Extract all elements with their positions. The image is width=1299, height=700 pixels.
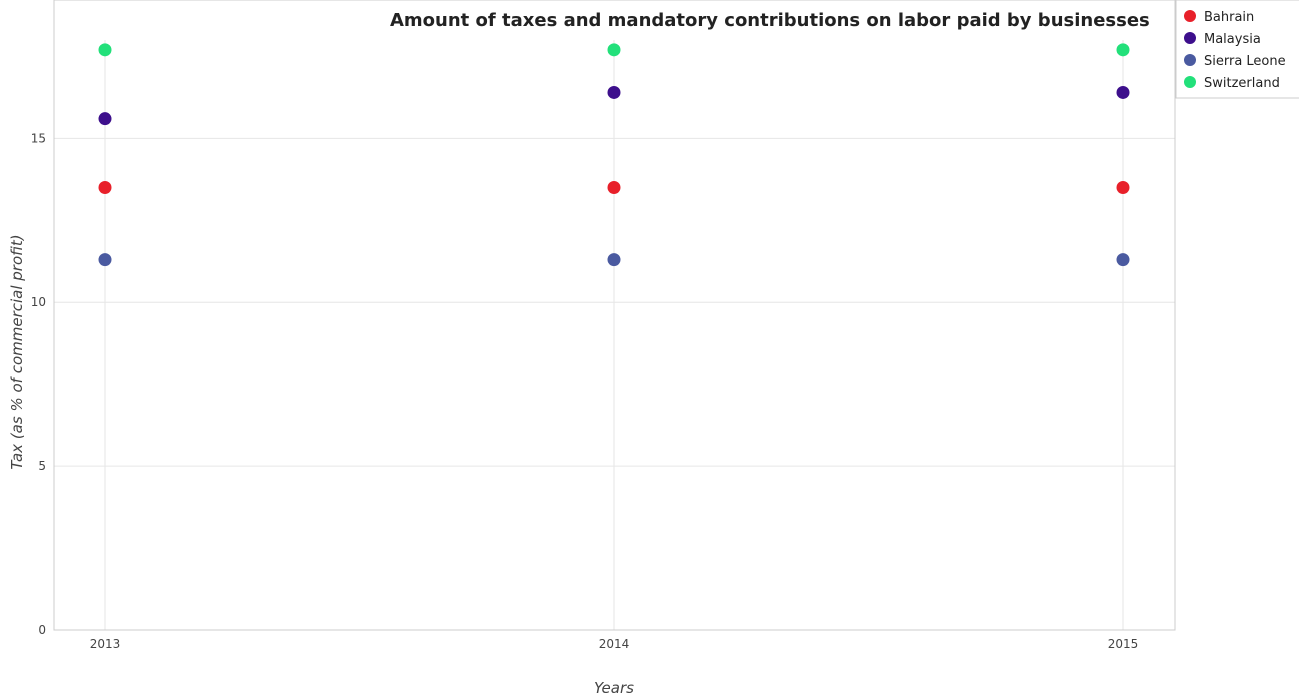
legend-box [1175, 0, 1299, 99]
data-point-switzerland [98, 43, 112, 57]
gridlines [54, 40, 1175, 631]
x-tick-label: 2014 [599, 637, 630, 651]
data-point-bahrain [607, 181, 621, 194]
legend-label: Malaysia [1204, 32, 1261, 47]
tick-labels: 0 5 10 15 2013 2014 2015 [31, 131, 1139, 651]
data-point-sierra-leone [1116, 253, 1130, 267]
data-point-bahrain [98, 181, 112, 194]
data-point-sierra-leone [607, 253, 621, 267]
legend-marker [1184, 10, 1196, 22]
plot-frame [53, 0, 1176, 631]
x-axis-label: Years [594, 679, 634, 697]
data-point-malaysia [607, 85, 621, 99]
x-tick-label: 2013 [90, 637, 121, 651]
x-tick-label: 2015 [1108, 637, 1139, 651]
legend: Bahrain Malaysia Sierra Leone Switzerland [1175, 0, 1299, 99]
y-tick-label: 15 [31, 131, 46, 145]
legend-label: Switzerland [1204, 76, 1280, 91]
legend-label: Sierra Leone [1204, 54, 1286, 69]
legend-label: Bahrain [1204, 10, 1254, 25]
data-point-switzerland [607, 43, 621, 57]
data-point-sierra-leone [98, 253, 112, 267]
legend-marker [1184, 76, 1196, 88]
axes [53, 0, 1176, 631]
legend-marker [1184, 32, 1196, 44]
data-point-malaysia [1116, 85, 1130, 99]
data-point-switzerland [1116, 43, 1130, 57]
legend-marker [1184, 54, 1196, 66]
y-tick-label: 5 [38, 459, 46, 473]
data-point-malaysia [98, 112, 112, 126]
y-tick-label: 0 [38, 623, 46, 637]
data-points [98, 43, 1130, 267]
chart-title: Amount of taxes and mandatory contributi… [390, 10, 1150, 31]
data-point-bahrain [1116, 181, 1130, 194]
y-axis-label: Tax (as % of commercial profit) [8, 234, 26, 469]
y-tick-label: 10 [31, 295, 46, 309]
